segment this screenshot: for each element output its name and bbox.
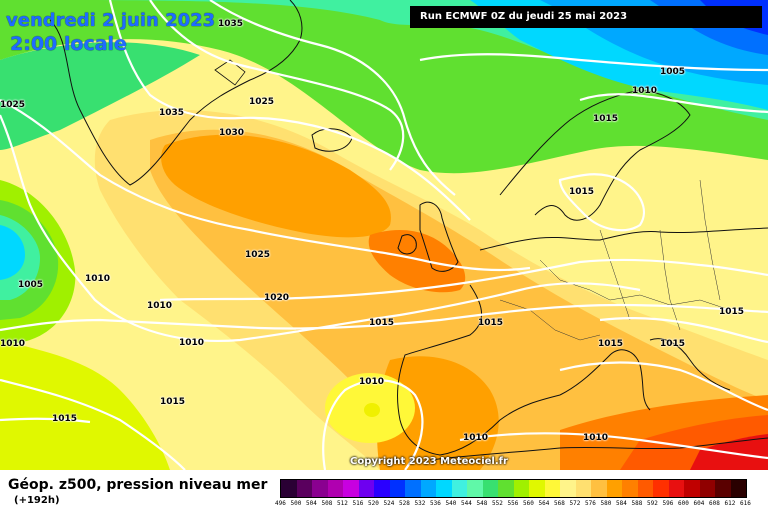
forecast-time: 2:00 locale [10,33,127,55]
scale-swatch [498,480,514,497]
scale-swatch [653,480,669,497]
scale-tick-label: 496 [275,500,286,507]
scale-swatch [699,480,715,497]
scale-swatch [327,480,343,497]
z500-field [0,0,768,470]
scale-swatch [312,480,328,497]
scale-swatch [513,480,529,497]
isobar-label: 1015 [369,318,395,328]
scale-tick-label: 524 [383,500,395,507]
scale-tick-label: 512 [337,500,348,507]
scale-tick-label: 604 [693,500,705,507]
scale-swatch [296,480,312,497]
isobar-label: 1015 [160,397,186,407]
scale-tick-label: 592 [647,500,658,507]
scale-swatch [281,480,297,497]
isobar-label: 1015 [52,414,78,424]
scale-swatch [374,480,390,497]
scale-tick-label: 608 [709,500,720,507]
scale-swatch [544,480,560,497]
isobar-label: 1015 [569,187,595,197]
isobar-label: 1010 [179,338,205,348]
scale-tick-label: 544 [461,500,472,507]
isobar-label: 1015 [478,318,504,328]
isobar-label: 1010 [359,377,385,387]
isobar-label: 1015 [719,307,745,317]
scale-swatch [467,480,483,497]
scale-swatch [637,480,653,497]
isobar-label: 1025 [245,250,271,260]
scale-swatch [606,480,622,497]
scale-swatch [730,480,746,497]
scale-swatch [575,480,591,497]
color-scale [280,479,747,498]
isobar-label: 1010 [147,301,173,311]
isobar-label: 1010 [583,433,609,443]
scale-swatch [529,480,545,497]
forecast-date: vendredi 2 juin 2023 [6,10,216,31]
scale-swatch [343,480,359,497]
lead-time: (+192h) [14,495,60,506]
isobar-label: 1035 [218,19,244,29]
scale-swatch [389,480,405,497]
isobar-label: 1025 [249,97,275,107]
scale-swatch [358,480,374,497]
run-info: Run ECMWF 0Z du jeudi 25 mai 2023 [410,6,762,28]
isobar-label: 1030 [219,128,245,138]
copyright: Copyright 2023 Meteociel.fr [350,456,508,467]
scale-tick-label: 504 [306,500,317,507]
scale-swatch [622,480,638,497]
scale-swatch [436,480,452,497]
isobar-label: 1015 [598,339,624,349]
scale-tick-label: 572 [569,500,581,507]
scale-swatch [668,480,684,497]
scale-tick-label: 560 [523,500,534,507]
scale-tick-label: 556 [507,500,519,507]
scale-tick-label: 616 [740,500,751,507]
scale-swatch [591,480,607,497]
isobar-label: 1015 [593,114,619,124]
isobar-label: 1015 [660,339,686,349]
scale-swatch [451,480,467,497]
scale-tick-label: 516 [352,500,364,507]
scale-swatch [715,480,731,497]
isobar-label: 1005 [18,280,44,290]
scale-swatch [420,480,436,497]
scale-tick-label: 500 [290,500,302,507]
isobar-label: 1010 [85,274,111,284]
product-title: Géop. z500, pression niveau mer [8,477,268,493]
isobar-label: 1010 [463,433,489,443]
scale-tick-label: 532 [414,500,426,507]
scale-swatch [684,480,700,497]
scale-tick-label: 520 [368,500,379,507]
isobar-label: 1035 [159,108,185,118]
scale-swatch [482,480,498,497]
isobar-label: 1025 [0,100,26,110]
isobar-label: 1010 [0,339,26,349]
scale-tick-label: 508 [321,500,333,507]
scale-tick-label: 580 [600,500,612,507]
scale-tick-label: 552 [492,500,503,507]
scale-swatch [560,480,576,497]
scale-tick-label: 568 [554,500,565,507]
scale-tick-label: 536 [430,500,441,507]
scale-tick-label: 540 [445,500,457,507]
weather-map: 1035 1025 1035 1025 1030 1005 1010 1015 … [0,0,768,470]
legend-footer: Géop. z500, pression niveau mer (+192h) … [0,470,768,512]
isobar-label: 1020 [264,293,290,303]
scale-swatch [405,480,421,497]
scale-tick-label: 612 [724,500,736,507]
isobar-label: 1005 [660,67,686,77]
scale-tick-label: 596 [662,500,674,507]
scale-tick-label: 588 [631,500,643,507]
isobar-label: 1010 [632,86,658,96]
scale-tick-label: 564 [538,500,550,507]
scale-tick-label: 528 [399,500,410,507]
scale-tick-label: 600 [678,500,689,507]
scale-tick-label: 576 [585,500,596,507]
scale-tick-label: 584 [616,500,627,507]
scale-tick-label: 548 [476,500,488,507]
